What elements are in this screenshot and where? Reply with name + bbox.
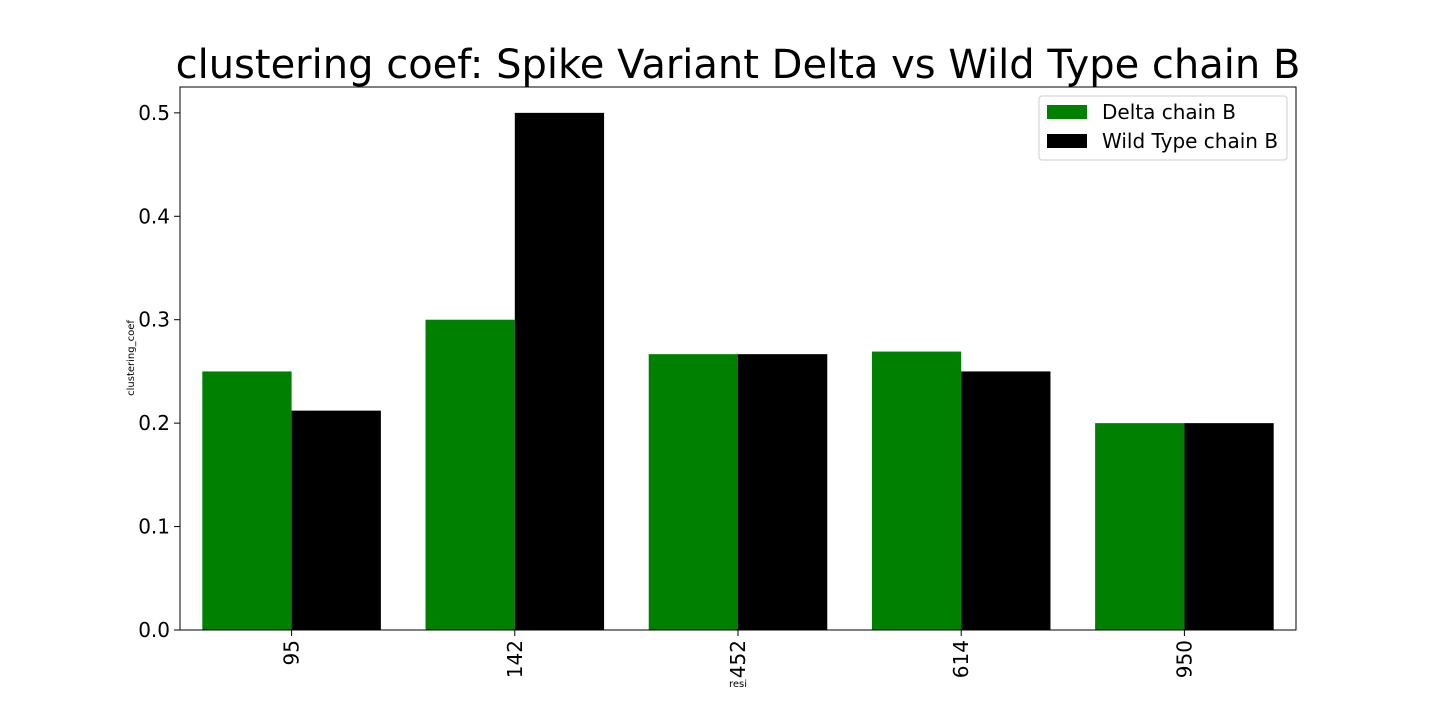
legend-box	[1038, 95, 1288, 161]
legend: Delta chain B Wild Type chain B	[1038, 95, 1288, 161]
y-tick-label: 0.4	[138, 204, 170, 228]
bar-delta-chain-b-452	[648, 354, 738, 630]
y-tick-label: 0.3	[138, 308, 170, 332]
bar-wild-type-chain-b-142	[514, 112, 605, 631]
x-tick-label: 452	[726, 640, 750, 678]
y-axis-label: clustering_coef	[126, 320, 137, 396]
bars-layer	[202, 112, 1274, 631]
legend-swatch	[1047, 134, 1087, 148]
y-tick-label: 0.0	[138, 618, 170, 642]
bar-delta-chain-b-614	[871, 351, 962, 630]
x-tick-label: 614	[949, 640, 973, 678]
bar-wild-type-chain-b-452	[738, 354, 828, 630]
y-tick-label: 0.1	[138, 515, 170, 539]
chart-title: clustering coef: Spike Variant Delta vs …	[176, 42, 1301, 88]
bar-delta-chain-b-95	[202, 371, 292, 630]
legend-label: Delta chain B	[1102, 100, 1236, 124]
x-tick-label: 950	[1172, 640, 1196, 678]
x-tick-label: 95	[280, 640, 304, 665]
bar-wild-type-chain-b-614	[961, 371, 1051, 630]
legend-label: Wild Type chain B	[1102, 129, 1278, 153]
y-tick-label: 0.5	[138, 101, 170, 125]
x-axis: 95 142 452 614 950	[280, 630, 1196, 678]
x-axis-label: resi	[729, 679, 747, 690]
bar-delta-chain-b-142	[425, 319, 515, 630]
bar-wild-type-chain-b-950	[1184, 423, 1274, 630]
y-tick-label: 0.2	[138, 411, 170, 435]
bar-wild-type-chain-b-95	[291, 410, 381, 630]
legend-swatch	[1047, 105, 1087, 119]
x-tick-label: 142	[503, 640, 527, 678]
y-axis: 0.0 0.1 0.2 0.3 0.4 0.5	[138, 101, 180, 642]
bar-delta-chain-b-950	[1095, 423, 1185, 630]
